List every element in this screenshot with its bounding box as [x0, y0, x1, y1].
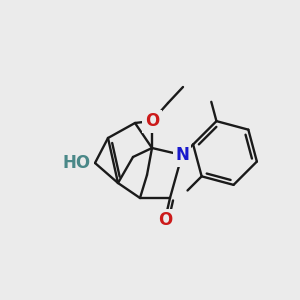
Text: O: O — [145, 112, 159, 130]
Text: N: N — [175, 146, 189, 164]
Text: HO: HO — [63, 154, 91, 172]
Text: O: O — [158, 211, 172, 229]
